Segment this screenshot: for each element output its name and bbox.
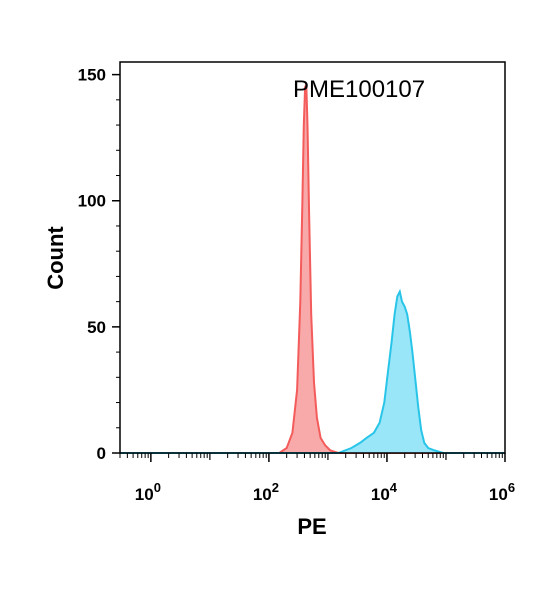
sample-id-annotation: PME100107 xyxy=(293,76,425,103)
x-tick-label: 104 xyxy=(371,480,398,504)
x-axis-title: PE xyxy=(297,514,326,539)
histogram-outline-2 xyxy=(120,288,505,454)
x-tick-label: 102 xyxy=(253,480,279,504)
y-axis-title: Count xyxy=(43,226,68,290)
x-tick-label: 100 xyxy=(135,480,161,504)
x-tick-label: 106 xyxy=(489,480,515,504)
histogram-outline-1 xyxy=(120,84,505,454)
y-tick-label: 50 xyxy=(87,318,106,337)
y-tick-label: 0 xyxy=(97,444,106,463)
series-layer xyxy=(120,84,505,454)
histogram-area-1 xyxy=(120,84,505,453)
y-tick-label: 150 xyxy=(78,66,106,85)
axis-layer: 0 50 100 150 100 102 104 106 xyxy=(78,66,515,504)
y-tick-label: 100 xyxy=(78,192,106,211)
histogram-area-2 xyxy=(120,291,505,453)
plot-frame xyxy=(119,61,506,454)
